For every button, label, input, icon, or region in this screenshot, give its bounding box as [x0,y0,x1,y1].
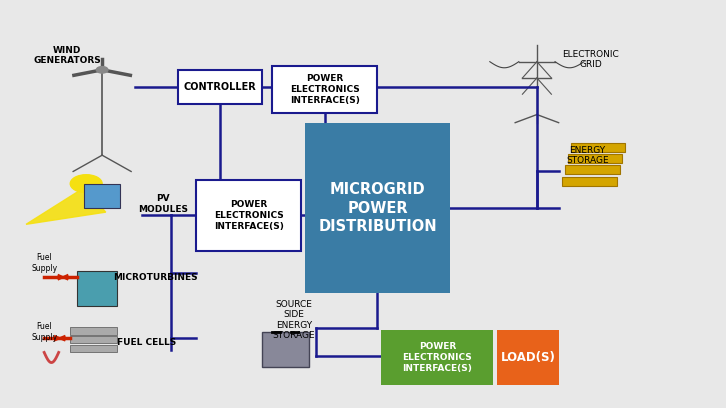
FancyBboxPatch shape [568,154,622,163]
Text: Fuel
Supply: Fuel Supply [31,253,57,273]
FancyBboxPatch shape [77,271,117,306]
Circle shape [70,175,102,193]
FancyBboxPatch shape [381,330,494,385]
Text: POWER
ELECTRONICS
INTERFACE(S): POWER ELECTRONICS INTERFACE(S) [290,73,360,105]
Text: POWER
ELECTRONICS
INTERFACE(S): POWER ELECTRONICS INTERFACE(S) [214,200,284,231]
Circle shape [97,67,108,73]
Text: CONTROLLER: CONTROLLER [184,82,256,92]
Text: MICROGRID
POWER
DISTRIBUTION: MICROGRID POWER DISTRIBUTION [318,182,437,234]
Text: WIND
GENERATORS: WIND GENERATORS [33,46,101,65]
Text: FUEL CELLS: FUEL CELLS [117,338,176,347]
Text: PV
MODULES: PV MODULES [139,194,188,214]
FancyBboxPatch shape [272,66,378,113]
FancyBboxPatch shape [497,330,558,385]
Polygon shape [26,188,106,224]
Text: Fuel
Supply: Fuel Supply [31,322,57,342]
Text: ELECTRONIC
GRID: ELECTRONIC GRID [562,50,619,69]
FancyBboxPatch shape [70,327,117,335]
FancyBboxPatch shape [565,165,619,174]
FancyBboxPatch shape [70,345,117,353]
FancyBboxPatch shape [70,336,117,344]
Text: POWER
ELECTRONICS
INTERFACE(S): POWER ELECTRONICS INTERFACE(S) [402,342,472,373]
Text: SOURCE
SIDE
ENERGY
STORAGE: SOURCE SIDE ENERGY STORAGE [272,300,315,340]
FancyBboxPatch shape [261,332,309,367]
Text: ENERGY
STORAGE: ENERGY STORAGE [566,146,608,165]
FancyBboxPatch shape [178,70,261,104]
FancyBboxPatch shape [571,143,625,151]
Text: MICROTURBINES: MICROTURBINES [113,273,197,282]
FancyBboxPatch shape [305,123,450,293]
FancyBboxPatch shape [84,184,121,208]
FancyBboxPatch shape [196,180,301,251]
FancyBboxPatch shape [562,177,616,186]
Text: LOAD(S): LOAD(S) [500,351,555,364]
